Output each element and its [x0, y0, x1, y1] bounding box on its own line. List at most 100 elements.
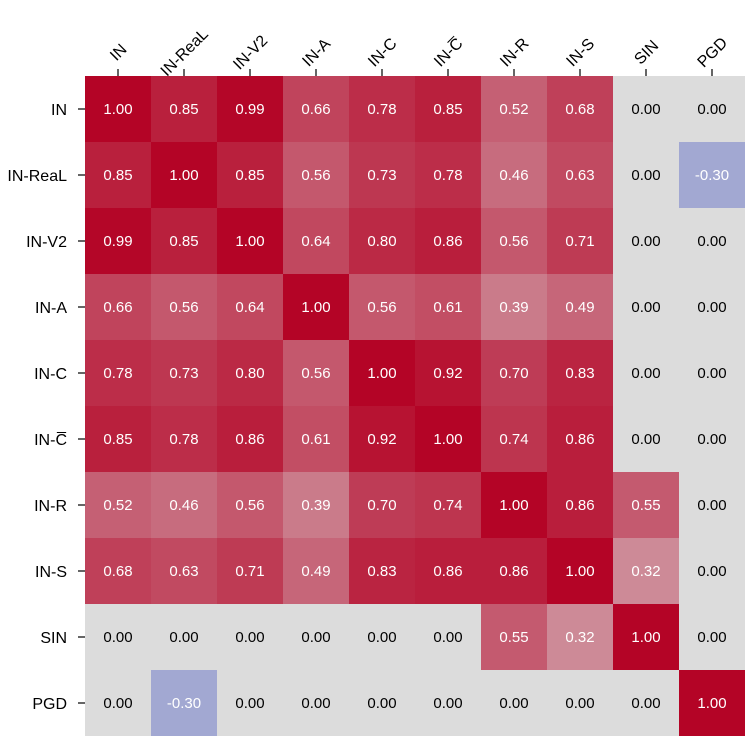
heatmap-cell-5-2: [217, 406, 283, 472]
heatmap-label-5-4: 0.92: [367, 431, 396, 448]
heatmap-cell-7-1: [151, 538, 217, 604]
heatmap-cell-2-8: [613, 208, 679, 274]
heatmap-label-9-5: 0.00: [433, 695, 462, 712]
heatmap-label-7-0: 0.68: [103, 563, 132, 580]
heatmap-cell-9-9: [679, 670, 745, 736]
heatmap-cell-4-5: [415, 340, 481, 406]
heatmap-label-3-7: 0.49: [565, 299, 594, 316]
heatmap-label-6-7: 0.86: [565, 497, 594, 514]
heatmap-cell-3-9: [679, 274, 745, 340]
x-tick-label-4: IN-C: [365, 35, 400, 70]
heatmap-label-7-2: 0.71: [235, 563, 264, 580]
y-tick-label-8: SIN: [40, 630, 67, 647]
heatmap-cell-3-6: [481, 274, 547, 340]
heatmap-cell-8-3: [283, 604, 349, 670]
heatmap-cell-4-9: [679, 340, 745, 406]
x-axis: IN IN-ReaL IN-V2 IN-A IN-C IN-C̅ IN-R IN-S SIN PG…: [107, 26, 731, 80]
heatmap-label-9-0: 0.00: [103, 695, 132, 712]
heatmap-cell-1-0: [85, 142, 151, 208]
heatmap-cell-3-2: [217, 274, 283, 340]
heatmap-label-1-6: 0.46: [499, 167, 528, 184]
heatmap-cell-0-8: [613, 76, 679, 142]
heatmap-label-6-2: 0.56: [235, 497, 264, 514]
heatmap-label-5-6: 0.74: [499, 431, 528, 448]
heatmap-label-2-8: 0.00: [631, 233, 660, 250]
heatmap-cell-0-3: [283, 76, 349, 142]
heatmap-label-3-8: 0.00: [631, 299, 660, 316]
heatmap-cell-4-4: [349, 340, 415, 406]
heatmap-label-0-0: 1.00: [103, 101, 132, 118]
heatmap-label-9-3: 0.00: [301, 695, 330, 712]
heatmap-cell-7-3: [283, 538, 349, 604]
heatmap-label-4-8: 0.00: [631, 365, 660, 382]
heatmap-label-7-4: 0.83: [367, 563, 396, 580]
heatmap-label-9-2: 0.00: [235, 695, 264, 712]
x-tick-label-5: IN-C̅: [431, 35, 467, 71]
heatmap-cell-0-6: [481, 76, 547, 142]
heatmap-label-9-6: 0.00: [499, 695, 528, 712]
heatmap-cell-5-5: [415, 406, 481, 472]
heatmap-label-4-2: 0.80: [235, 365, 264, 382]
heatmap-cell-0-9: [679, 76, 745, 142]
heatmap-label-6-1: 0.46: [169, 497, 198, 514]
y-tick-label-5: IN-C̅: [34, 431, 67, 449]
heatmap-label-2-9: 0.00: [697, 233, 726, 250]
heatmap-cell-9-2: [217, 670, 283, 736]
heatmap-label-0-5: 0.85: [433, 101, 462, 118]
y-tick-label-2: IN-V2: [26, 234, 67, 251]
heatmap-label-1-2: 0.85: [235, 167, 264, 184]
heatmap-label-0-3: 0.66: [301, 101, 330, 118]
heatmap-label-6-5: 0.74: [433, 497, 462, 514]
heatmap-cell-9-7: [547, 670, 613, 736]
y-tick-label-9: PGD: [32, 696, 67, 713]
y-tick-label-6: IN-R: [34, 498, 67, 515]
y-tick-label-3: IN-A: [35, 300, 67, 317]
heatmap-cell-0-1: [151, 76, 217, 142]
heatmap-cell-7-4: [349, 538, 415, 604]
heatmap-cell-5-0: [85, 406, 151, 472]
heatmap-cell-0-4: [349, 76, 415, 142]
heatmap-cell-7-2: [217, 538, 283, 604]
heatmap-label-5-5: 1.00: [433, 431, 462, 448]
heatmap-label-1-9: -0.30: [695, 167, 729, 184]
y-tick-label-0: IN: [51, 102, 67, 119]
heatmap-label-7-3: 0.49: [301, 563, 330, 580]
heatmap-cell-4-8: [613, 340, 679, 406]
heatmap-cell-1-7: [547, 142, 613, 208]
heatmap-cell-6-6: [481, 472, 547, 538]
heatmap-cell-0-0: [85, 76, 151, 142]
heatmap-label-7-9: 0.00: [697, 563, 726, 580]
heatmap-label-5-1: 0.78: [169, 431, 198, 448]
heatmap-label-9-8: 0.00: [631, 695, 660, 712]
heatmap-label-8-3: 0.00: [301, 629, 330, 646]
heatmap-label-8-9: 0.00: [697, 629, 726, 646]
heatmap-label-8-7: 0.32: [565, 629, 594, 646]
heatmap-label-9-1: -0.30: [167, 695, 201, 712]
heatmap-label-8-8: 1.00: [631, 629, 660, 646]
heatmap-label-2-7: 0.71: [565, 233, 594, 250]
heatmap-label-6-0: 0.52: [103, 497, 132, 514]
heatmap-label-0-1: 0.85: [169, 101, 198, 118]
heatmap-cell-8-6: [481, 604, 547, 670]
heatmap-cell-2-7: [547, 208, 613, 274]
heatmap-cell-6-2: [217, 472, 283, 538]
heatmap-cell-1-5: [415, 142, 481, 208]
x-tick-label-6: IN-R: [497, 35, 532, 70]
heatmap-label-6-3: 0.39: [301, 497, 330, 514]
heatmap-label-1-8: 0.00: [631, 167, 660, 184]
heatmap-cell-6-3: [283, 472, 349, 538]
heatmap-label-7-8: 0.32: [631, 563, 660, 580]
heatmap-cell-7-9: [679, 538, 745, 604]
heatmap-label-8-2: 0.00: [235, 629, 264, 646]
heatmap-cell-7-7: [547, 538, 613, 604]
heatmap-label-2-3: 0.64: [301, 233, 330, 250]
heatmap-cell-2-9: [679, 208, 745, 274]
heatmap-cell-3-1: [151, 274, 217, 340]
heatmap-cell-9-3: [283, 670, 349, 736]
x-tick-label-3: IN-A: [299, 35, 334, 70]
heatmap-label-0-7: 0.68: [565, 101, 594, 118]
y-tick-label-4: IN-C: [34, 366, 67, 383]
heatmap-label-2-2: 1.00: [235, 233, 264, 250]
x-tick-label-2: IN-V2: [230, 32, 271, 73]
